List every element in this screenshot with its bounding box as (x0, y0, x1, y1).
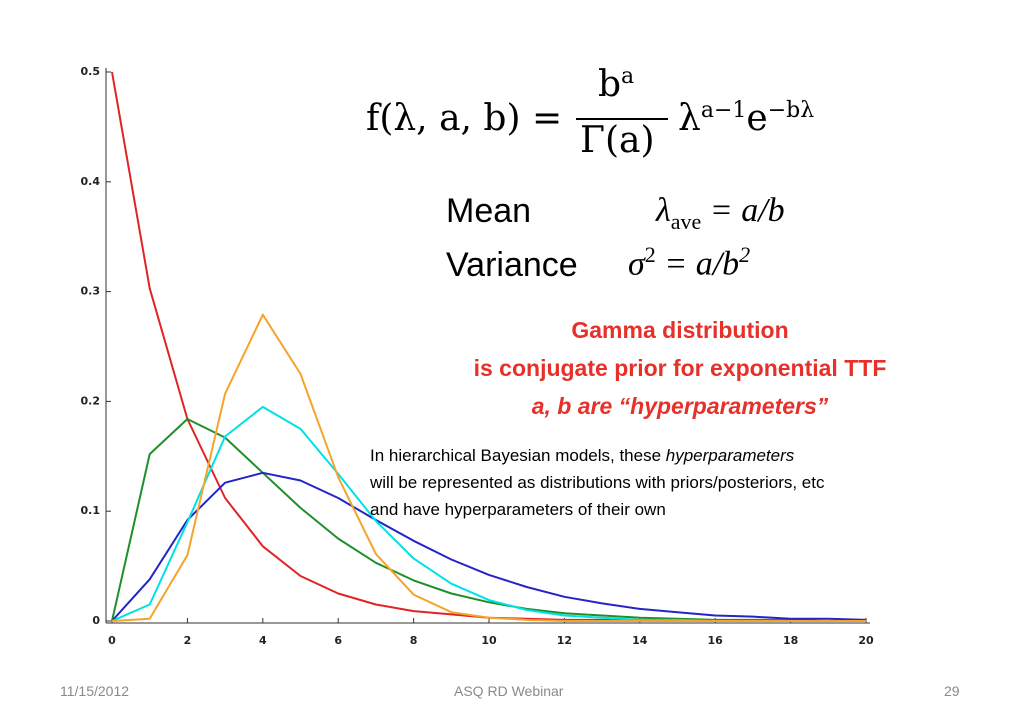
footer-title: ASQ RD Webinar (454, 683, 564, 699)
x-tick-label: 0 (108, 634, 116, 647)
note-em: hyperparameters (665, 446, 795, 465)
footer-page: 29 (944, 683, 960, 699)
mean-formula: λave = a/b (656, 192, 785, 235)
y-tick-label: 0.3 (81, 285, 101, 298)
series-line (111, 418, 866, 622)
variance-label: Variance (446, 246, 578, 284)
x-tick-label: 16 (708, 634, 724, 647)
note-line-3: and have hyperparameters of their own (370, 500, 666, 519)
x-tick-label: 20 (858, 634, 874, 647)
formula-den: Γ(a) (580, 120, 655, 161)
x-tick-label: 12 (557, 634, 572, 647)
x-tick-label: 6 (334, 634, 342, 647)
series-line (111, 71, 866, 622)
series-line (111, 471, 867, 622)
note-line-1: In hierarchical Bayesian models, these h… (370, 442, 824, 469)
y-tick-label: 0.2 (81, 394, 101, 407)
highlight-1: Gamma distribution (571, 317, 789, 343)
mean-sub: ave (670, 208, 702, 234)
y-tick-label: 0.5 (81, 65, 101, 78)
y-tick-label: 0.1 (81, 504, 101, 517)
mean-symbol: λ (656, 192, 671, 229)
x-tick-label: 2 (184, 634, 192, 647)
x-tick-label: 10 (481, 634, 497, 647)
x-tick-label: 14 (632, 634, 648, 647)
highlight-2: is conjugate prior for exponential TTF (473, 355, 887, 381)
formula-num: ba (598, 64, 634, 105)
mean-label: Mean (446, 192, 532, 230)
formula-num-base: b (598, 64, 622, 105)
formula-e: e (746, 98, 768, 139)
formula-rhs: λa−1e−bλ (678, 98, 814, 139)
y-tick-label: 0 (92, 614, 100, 627)
variance-formula: σ2 = a/b2 (628, 242, 750, 283)
variance-sup: 2 (644, 242, 656, 267)
variance-rhs: = a/b (664, 245, 740, 283)
note-text: In hierarchical Bayesian models, these (370, 446, 666, 465)
formula-num-exp: a (621, 64, 635, 89)
formula-lambda-exp: a−1 (700, 98, 747, 123)
note-line-2: will be represented as distributions wit… (370, 473, 825, 492)
variance-rhs-sup: 2 (739, 242, 751, 267)
x-tick-label: 4 (259, 634, 267, 647)
note: In hierarchical Bayesian models, these h… (370, 442, 824, 523)
highlight-3: a, b are “hyperparameters” (531, 393, 829, 419)
fraction-bar (576, 118, 668, 120)
series-line (111, 313, 866, 622)
variance-symbol: σ (628, 245, 645, 283)
formula-lambda: λ (678, 98, 701, 139)
mean-rhs: = a/b (709, 192, 785, 229)
formula-e-exp: −bλ (767, 98, 815, 123)
formula-lhs: f(λ, a, b) = (366, 98, 563, 139)
x-tick-label: 18 (783, 634, 798, 647)
x-tick-label: 8 (410, 634, 418, 647)
y-tick-label: 0.4 (81, 175, 101, 188)
footer-date: 11/15/2012 (60, 683, 130, 699)
